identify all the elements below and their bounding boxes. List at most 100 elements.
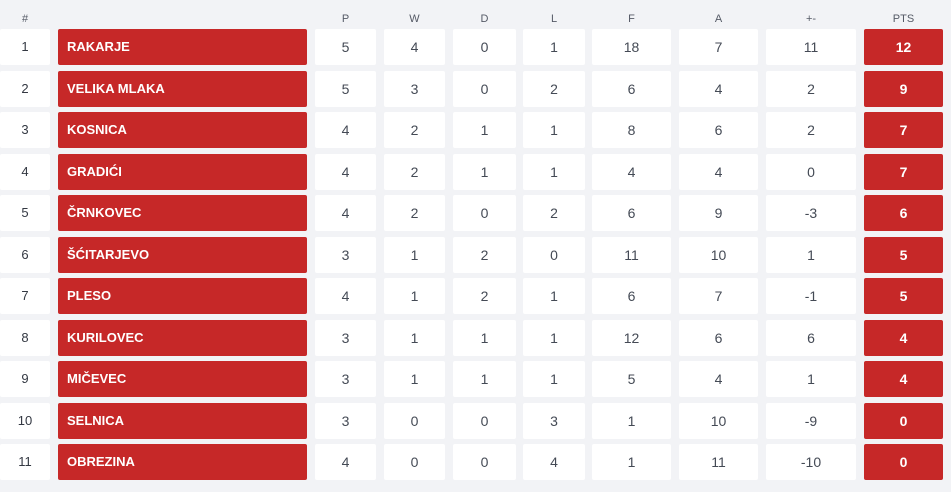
table-row: 8 KURILOVEC 3 1 1 1 12 6 6 4: [0, 320, 951, 356]
goals-for-cell: 1: [592, 403, 671, 439]
team-name[interactable]: VELIKA MLAKA: [58, 71, 307, 107]
table-row: 11 OBREZINA 4 0 0 4 1 11 -10 0: [0, 444, 951, 480]
position-cell: 10: [0, 403, 50, 439]
header-played: P: [341, 13, 350, 25]
goals-for-cell: 18: [592, 29, 671, 65]
header-points: PTS: [892, 13, 915, 25]
table-row: 5 ČRNKOVEC 4 2 0 2 6 9 -3 6: [0, 195, 951, 231]
drawn-cell: 0: [453, 29, 516, 65]
header-won: W: [409, 13, 420, 25]
team-name[interactable]: PLESO: [58, 278, 307, 314]
points-cell: 5: [864, 278, 943, 314]
won-cell: 1: [384, 361, 445, 397]
position-cell: 7: [0, 278, 50, 314]
lost-cell: 1: [523, 112, 585, 148]
header-goal-difference: +-: [805, 13, 817, 25]
goals-for-cell: 4: [592, 154, 671, 190]
lost-cell: 0: [523, 237, 585, 273]
goals-against-cell: 7: [679, 29, 758, 65]
table-row: 4 GRADIĆI 4 2 1 1 4 4 0 7: [0, 154, 951, 190]
goals-for-cell: 1: [592, 444, 671, 480]
team-name[interactable]: SELNICA: [58, 403, 307, 439]
goals-against-cell: 10: [679, 403, 758, 439]
goal-difference-cell: 2: [766, 71, 856, 107]
drawn-cell: 2: [453, 237, 516, 273]
position-cell: 8: [0, 320, 50, 356]
header-lost: L: [550, 13, 558, 25]
lost-cell: 2: [523, 195, 585, 231]
won-cell: 3: [384, 71, 445, 107]
team-name[interactable]: KOSNICA: [58, 112, 307, 148]
table-row: 9 MIČEVEC 3 1 1 1 5 4 1 4: [0, 361, 951, 397]
team-name[interactable]: OBREZINA: [58, 444, 307, 480]
team-name[interactable]: RAKARJE: [58, 29, 307, 65]
team-name[interactable]: ŠĆITARJEVO: [58, 237, 307, 273]
goals-against-cell: 10: [679, 237, 758, 273]
played-cell: 4: [315, 154, 376, 190]
goals-against-cell: 9: [679, 195, 758, 231]
table-row: 10 SELNICA 3 0 0 3 1 10 -9 0: [0, 403, 951, 439]
won-cell: 2: [384, 112, 445, 148]
team-name[interactable]: GRADIĆI: [58, 154, 307, 190]
points-cell: 0: [864, 403, 943, 439]
won-cell: 0: [384, 403, 445, 439]
won-cell: 2: [384, 195, 445, 231]
points-cell: 5: [864, 237, 943, 273]
table-row: 3 KOSNICA 4 2 1 1 8 6 2 7: [0, 112, 951, 148]
goal-difference-cell: -1: [766, 278, 856, 314]
played-cell: 4: [315, 278, 376, 314]
points-cell: 4: [864, 320, 943, 356]
lost-cell: 1: [523, 29, 585, 65]
goals-for-cell: 8: [592, 112, 671, 148]
goals-for-cell: 6: [592, 71, 671, 107]
goals-against-cell: 4: [679, 361, 758, 397]
header-drawn: D: [480, 13, 489, 25]
goal-difference-cell: -10: [766, 444, 856, 480]
goal-difference-cell: 6: [766, 320, 856, 356]
header-goals-against: A: [714, 13, 723, 25]
position-cell: 1: [0, 29, 50, 65]
table-row: 6 ŠĆITARJEVO 3 1 2 0 11 10 1 5: [0, 237, 951, 273]
points-cell: 0: [864, 444, 943, 480]
goals-for-cell: 5: [592, 361, 671, 397]
lost-cell: 1: [523, 154, 585, 190]
drawn-cell: 1: [453, 154, 516, 190]
points-cell: 9: [864, 71, 943, 107]
played-cell: 4: [315, 444, 376, 480]
goals-against-cell: 6: [679, 320, 758, 356]
drawn-cell: 0: [453, 71, 516, 107]
table-header: # P W D L F A +- PTS: [0, 0, 951, 30]
position-cell: 11: [0, 444, 50, 480]
lost-cell: 2: [523, 71, 585, 107]
played-cell: 3: [315, 403, 376, 439]
team-name[interactable]: KURILOVEC: [58, 320, 307, 356]
goal-difference-cell: 11: [766, 29, 856, 65]
team-name[interactable]: MIČEVEC: [58, 361, 307, 397]
played-cell: 3: [315, 237, 376, 273]
drawn-cell: 0: [453, 195, 516, 231]
drawn-cell: 1: [453, 112, 516, 148]
goals-for-cell: 11: [592, 237, 671, 273]
goal-difference-cell: -3: [766, 195, 856, 231]
goal-difference-cell: -9: [766, 403, 856, 439]
lost-cell: 1: [523, 361, 585, 397]
goals-against-cell: 11: [679, 444, 758, 480]
won-cell: 0: [384, 444, 445, 480]
played-cell: 5: [315, 29, 376, 65]
won-cell: 1: [384, 278, 445, 314]
won-cell: 2: [384, 154, 445, 190]
points-cell: 7: [864, 112, 943, 148]
table-row: 7 PLESO 4 1 2 1 6 7 -1 5: [0, 278, 951, 314]
goals-for-cell: 12: [592, 320, 671, 356]
points-cell: 4: [864, 361, 943, 397]
played-cell: 5: [315, 71, 376, 107]
header-position: #: [21, 13, 29, 25]
lost-cell: 3: [523, 403, 585, 439]
team-name[interactable]: ČRNKOVEC: [58, 195, 307, 231]
goals-for-cell: 6: [592, 195, 671, 231]
goals-against-cell: 6: [679, 112, 758, 148]
position-cell: 6: [0, 237, 50, 273]
goal-difference-cell: 2: [766, 112, 856, 148]
drawn-cell: 1: [453, 320, 516, 356]
